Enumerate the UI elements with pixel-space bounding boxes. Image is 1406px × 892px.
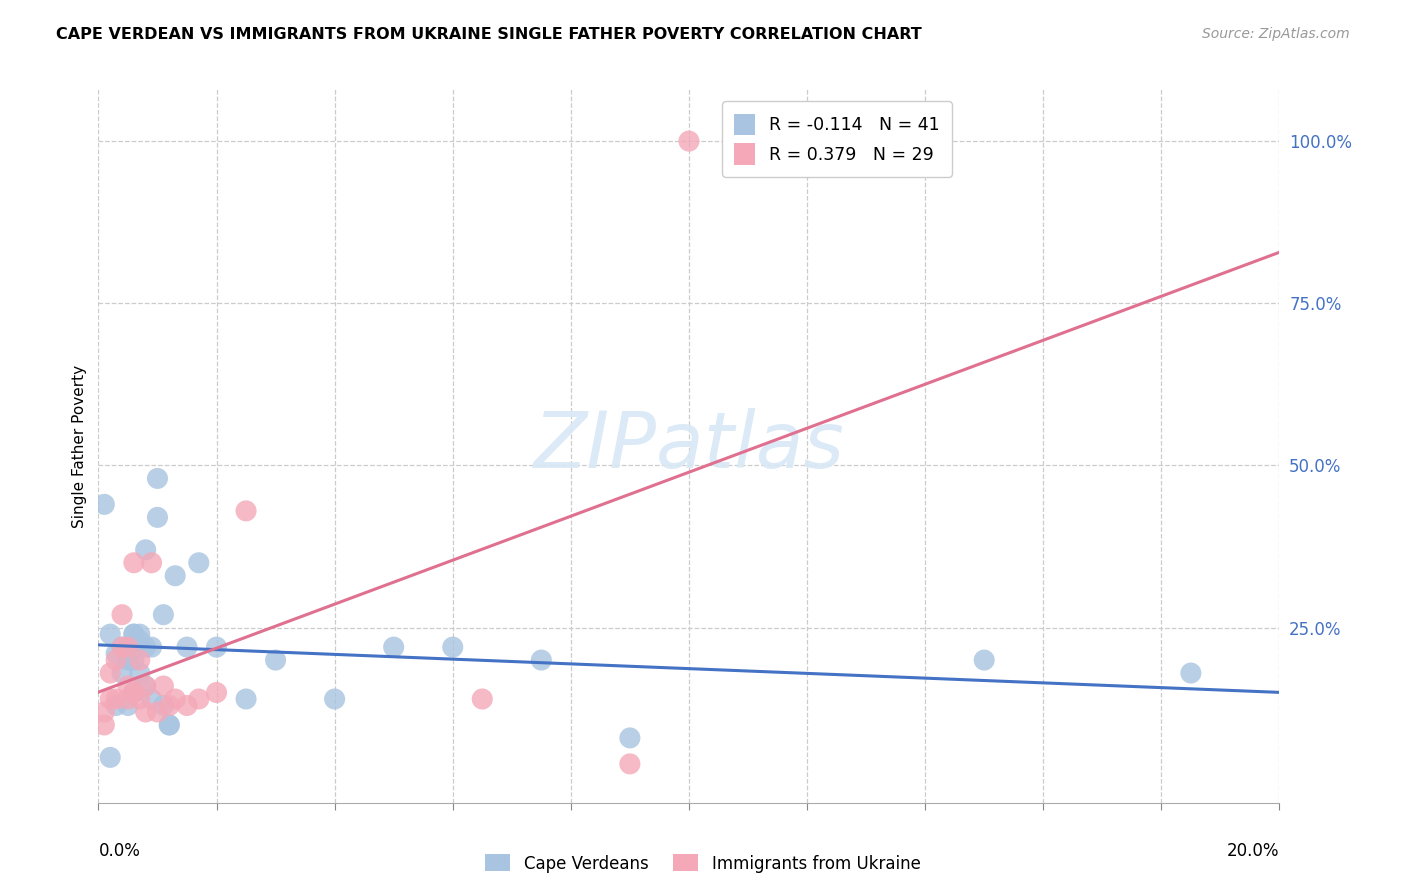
Point bbox=[176, 640, 198, 654]
Point bbox=[146, 510, 169, 524]
Point bbox=[128, 627, 150, 641]
Point bbox=[678, 134, 700, 148]
Point bbox=[205, 640, 228, 654]
Point bbox=[973, 653, 995, 667]
Point bbox=[471, 692, 494, 706]
Point bbox=[111, 666, 134, 681]
Point bbox=[146, 471, 169, 485]
Text: 0.0%: 0.0% bbox=[98, 842, 141, 860]
Point bbox=[152, 607, 174, 622]
Text: ZIPatlas: ZIPatlas bbox=[533, 408, 845, 484]
Text: Source: ZipAtlas.com: Source: ZipAtlas.com bbox=[1202, 27, 1350, 41]
Point bbox=[187, 692, 209, 706]
Point bbox=[235, 692, 257, 706]
Text: 20.0%: 20.0% bbox=[1227, 842, 1279, 860]
Point bbox=[98, 750, 121, 764]
Point bbox=[235, 504, 257, 518]
Point bbox=[128, 653, 150, 667]
Point bbox=[157, 698, 180, 713]
Point bbox=[264, 653, 287, 667]
Point bbox=[122, 627, 145, 641]
Point bbox=[93, 718, 115, 732]
Point bbox=[619, 756, 641, 771]
Legend: Cape Verdeans, Immigrants from Ukraine: Cape Verdeans, Immigrants from Ukraine bbox=[478, 847, 928, 880]
Point bbox=[146, 705, 169, 719]
Point bbox=[98, 666, 121, 681]
Point bbox=[98, 692, 121, 706]
Point bbox=[105, 647, 128, 661]
Point bbox=[117, 692, 139, 706]
Point bbox=[157, 718, 180, 732]
Point bbox=[152, 679, 174, 693]
Point bbox=[135, 640, 157, 654]
Point bbox=[122, 627, 145, 641]
Point bbox=[105, 653, 128, 667]
Point bbox=[105, 692, 128, 706]
Point bbox=[117, 653, 139, 667]
Point bbox=[323, 692, 346, 706]
Point bbox=[128, 633, 150, 648]
Point bbox=[111, 640, 134, 654]
Point bbox=[105, 698, 128, 713]
Point bbox=[205, 685, 228, 699]
Point bbox=[93, 705, 115, 719]
Point bbox=[382, 640, 405, 654]
Point bbox=[141, 640, 163, 654]
Point bbox=[530, 653, 553, 667]
Point bbox=[165, 692, 187, 706]
Point bbox=[122, 556, 145, 570]
Point bbox=[1180, 666, 1202, 681]
Point bbox=[111, 607, 134, 622]
Point bbox=[152, 698, 174, 713]
Point bbox=[128, 666, 150, 681]
Point bbox=[441, 640, 464, 654]
Point bbox=[117, 640, 139, 654]
Point bbox=[98, 627, 121, 641]
Point bbox=[117, 698, 139, 713]
Point bbox=[122, 685, 145, 699]
Point bbox=[619, 731, 641, 745]
Point bbox=[135, 705, 157, 719]
Point bbox=[165, 568, 187, 582]
Point bbox=[135, 679, 157, 693]
Legend: R = -0.114   N = 41, R = 0.379   N = 29: R = -0.114 N = 41, R = 0.379 N = 29 bbox=[723, 102, 952, 177]
Point bbox=[176, 698, 198, 713]
Point bbox=[117, 679, 139, 693]
Point bbox=[93, 497, 115, 511]
Text: CAPE VERDEAN VS IMMIGRANTS FROM UKRAINE SINGLE FATHER POVERTY CORRELATION CHART: CAPE VERDEAN VS IMMIGRANTS FROM UKRAINE … bbox=[56, 27, 922, 42]
Point bbox=[122, 653, 145, 667]
Point bbox=[135, 542, 157, 557]
Point bbox=[117, 640, 139, 654]
Point bbox=[141, 556, 163, 570]
Point bbox=[122, 685, 145, 699]
Point bbox=[128, 692, 150, 706]
Point bbox=[135, 679, 157, 693]
Point bbox=[157, 718, 180, 732]
Point bbox=[111, 640, 134, 654]
Point bbox=[187, 556, 209, 570]
Point bbox=[141, 692, 163, 706]
Y-axis label: Single Father Poverty: Single Father Poverty bbox=[72, 365, 87, 527]
